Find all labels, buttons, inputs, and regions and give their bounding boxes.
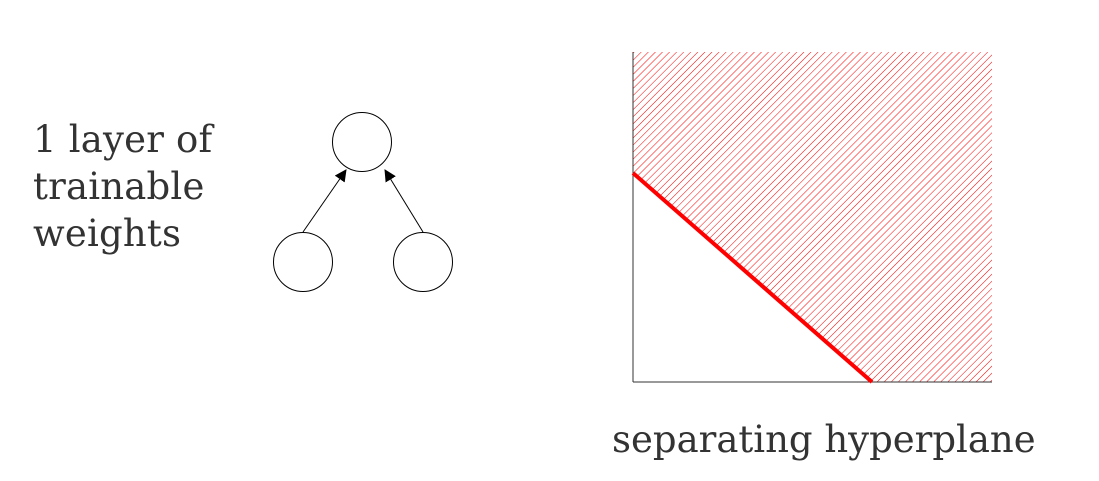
weight-arrow-right xyxy=(384,169,424,233)
network-diagram xyxy=(273,112,453,292)
separating-hyperplane-line xyxy=(631,171,874,384)
output-node xyxy=(332,112,392,172)
hatched-region xyxy=(633,52,992,382)
plot-caption: separating hyperplane xyxy=(612,418,1036,461)
hyperplane-plot xyxy=(631,52,992,384)
network-label-line-2: trainable xyxy=(33,165,205,208)
input-node-left xyxy=(273,232,333,292)
weight-arrow-left xyxy=(302,169,347,233)
network-label-line-3: weights xyxy=(33,212,182,255)
network-label-line-1: 1 layer of xyxy=(33,118,213,161)
input-node-right xyxy=(393,232,453,292)
network-label: 1 layer of trainable weights xyxy=(33,116,212,257)
